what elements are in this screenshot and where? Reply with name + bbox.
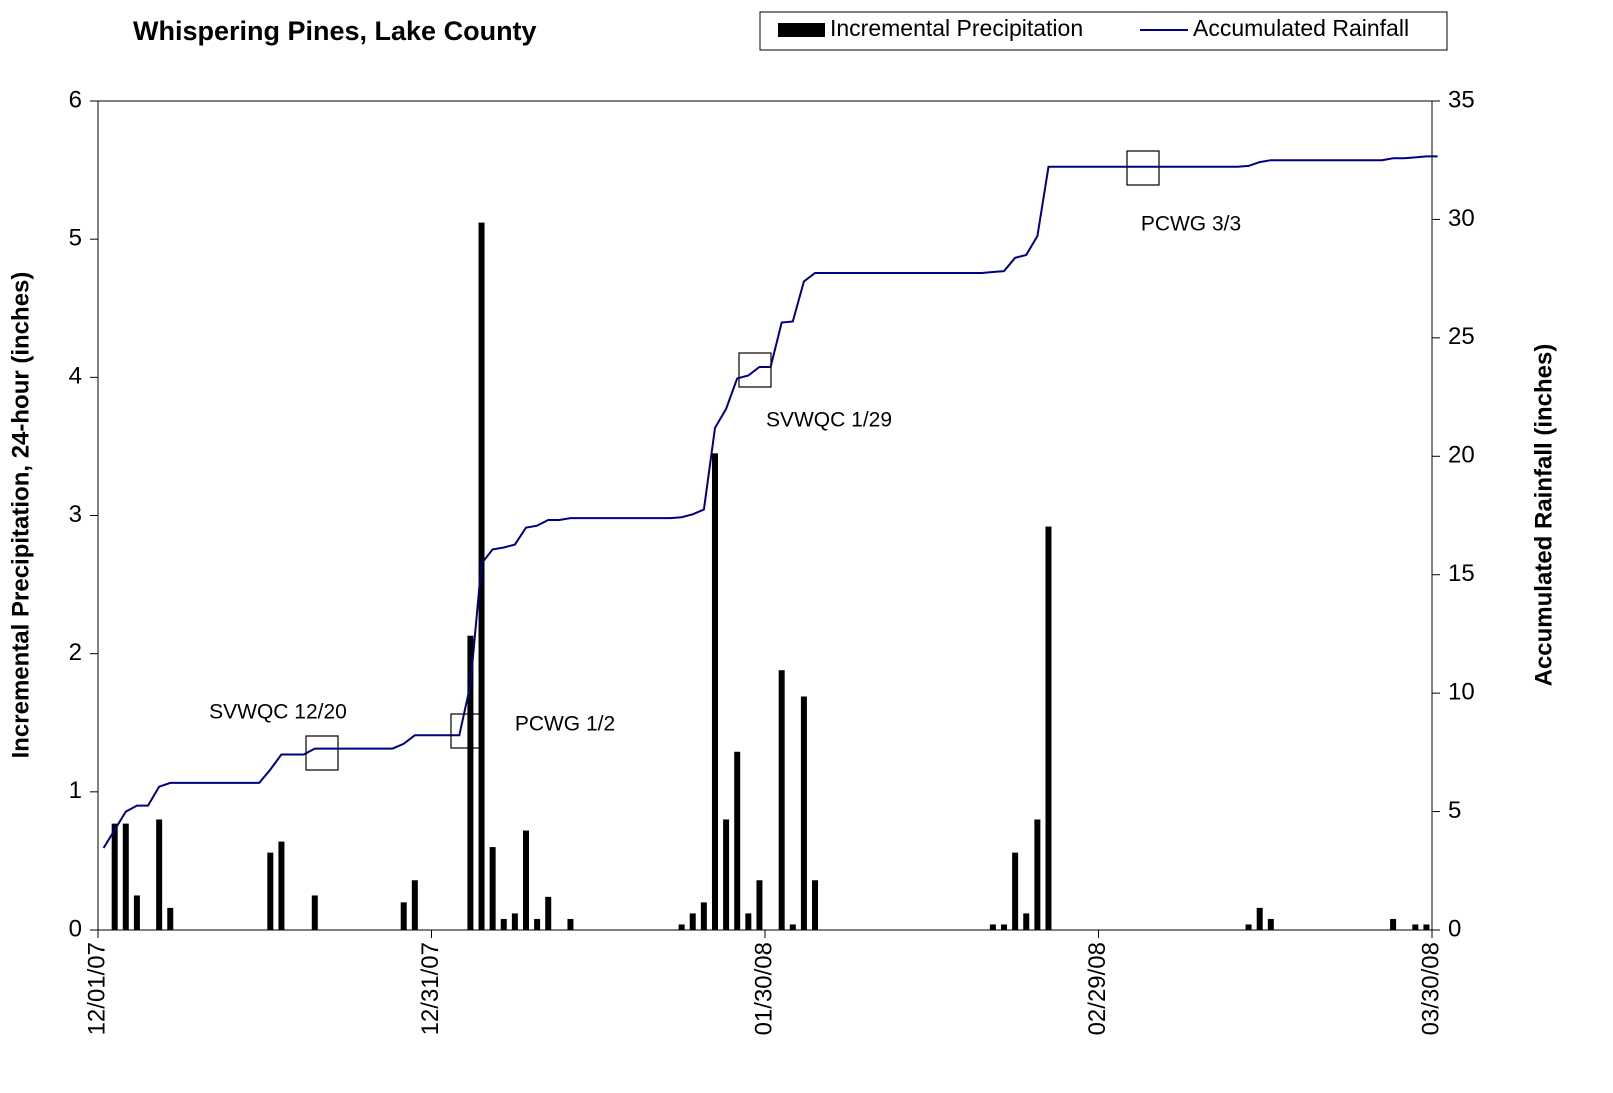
x-tick-label: 12/31/07	[417, 942, 444, 1035]
y2-tick-label: 15	[1448, 560, 1475, 587]
y-tick-label: 1	[69, 777, 82, 804]
bar	[689, 913, 696, 930]
chart-title: Whispering Pines, Lake County	[133, 16, 537, 46]
annotation: PCWG 3/3	[1141, 213, 1241, 236]
annotation: SVWQC 1/29	[766, 409, 892, 432]
bar	[478, 222, 485, 930]
bar	[1012, 852, 1019, 930]
annotation-box	[738, 352, 772, 388]
bar	[133, 895, 140, 930]
legend-label: Accumulated Rainfall	[1193, 15, 1409, 41]
bar	[723, 819, 730, 930]
y2-axis-label: Accumulated Rainfall (inches)	[1530, 344, 1557, 687]
bar	[700, 902, 707, 930]
bar	[1267, 918, 1274, 930]
bar	[467, 635, 474, 930]
y2-tick-label: 30	[1448, 205, 1475, 232]
annotation-box	[450, 713, 484, 749]
bar	[778, 670, 785, 930]
bar	[1001, 924, 1008, 930]
bar	[1045, 526, 1052, 930]
bar	[278, 841, 285, 930]
legend-swatch	[778, 23, 825, 37]
y-tick-label: 4	[69, 363, 82, 390]
bar	[745, 913, 752, 930]
bar	[411, 880, 418, 930]
y-tick-label: 6	[69, 86, 82, 113]
legend-box	[759, 11, 1448, 51]
annotation: SVWQC 12/20	[209, 701, 347, 724]
y-tick-label: 2	[69, 639, 82, 666]
bar	[756, 880, 763, 930]
y-tick-label: 5	[69, 225, 82, 252]
bar	[156, 819, 163, 930]
y2-tick-label: 20	[1448, 442, 1475, 469]
bar	[311, 895, 318, 930]
bar	[1256, 907, 1263, 930]
bar	[567, 918, 574, 930]
bar	[734, 751, 741, 930]
bar	[545, 896, 552, 930]
bar	[522, 830, 529, 930]
bar	[122, 823, 129, 930]
y-tick-label: 0	[69, 915, 82, 942]
y2-tick-label: 25	[1448, 323, 1475, 350]
bar	[511, 913, 518, 930]
bar	[400, 902, 407, 930]
bar	[267, 852, 274, 930]
bar	[800, 696, 807, 930]
y2-tick-label: 35	[1448, 86, 1475, 113]
bar	[711, 453, 718, 930]
x-tick-label: 01/30/08	[750, 942, 777, 1035]
bar	[1023, 913, 1030, 930]
y-tick-label: 3	[69, 501, 82, 528]
bar	[534, 918, 541, 930]
bar	[1423, 924, 1430, 930]
annotation-box	[1126, 150, 1160, 186]
bar	[812, 880, 819, 930]
bar	[1412, 924, 1419, 930]
line-series	[102, 155, 1438, 849]
bar	[678, 924, 685, 930]
bar	[989, 924, 996, 930]
y2-tick-label: 10	[1448, 678, 1475, 705]
bar	[789, 924, 796, 930]
bar	[1245, 924, 1252, 930]
y-axis-label: Incremental Precipitation, 24-hour (inch…	[7, 272, 34, 759]
bar	[111, 823, 118, 930]
legend-label: Incremental Precipitation	[830, 15, 1083, 41]
y2-tick-label: 5	[1448, 797, 1461, 824]
x-tick-label: 03/30/08	[1417, 942, 1444, 1035]
bar	[489, 847, 496, 930]
y2-tick-label: 0	[1448, 915, 1461, 942]
bar	[167, 907, 174, 930]
bar	[1034, 819, 1041, 930]
annotation: PCWG 1/2	[515, 713, 615, 736]
x-tick-label: 12/01/07	[83, 942, 110, 1035]
x-tick-label: 02/29/08	[1084, 942, 1111, 1035]
annotation-box	[305, 735, 339, 771]
bar	[1390, 918, 1397, 930]
bar	[500, 918, 507, 930]
